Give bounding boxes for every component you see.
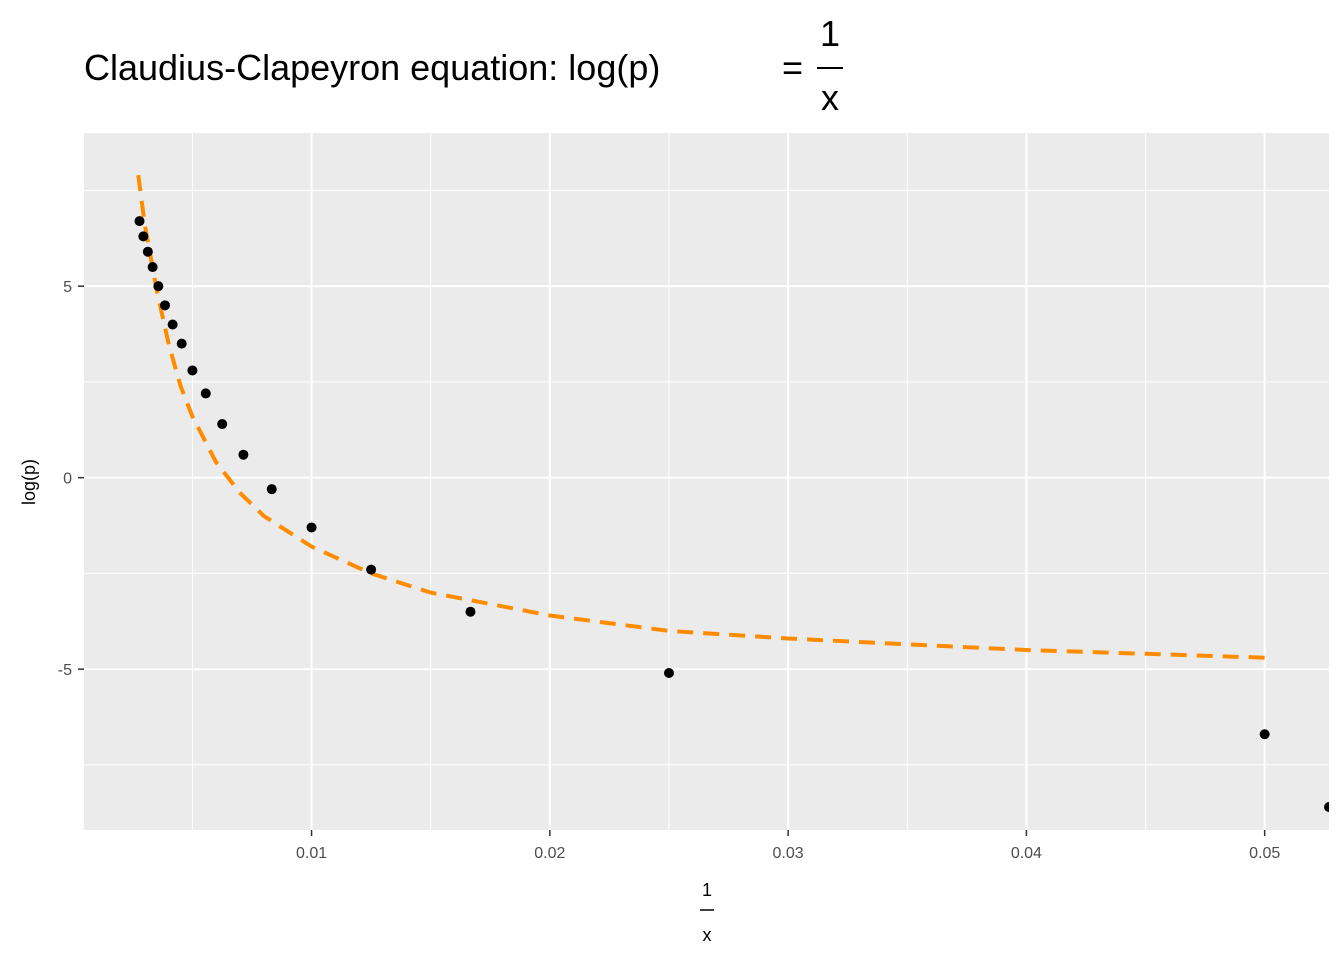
title-equals: = bbox=[782, 47, 803, 88]
grid-major bbox=[84, 133, 1329, 830]
title-prefix: Claudius-Clapeyron equation: log(p) bbox=[84, 47, 660, 88]
data-point bbox=[142, 246, 153, 257]
data-point bbox=[1259, 729, 1270, 740]
data-point bbox=[138, 231, 149, 242]
data-point bbox=[1324, 802, 1329, 813]
data-point bbox=[663, 667, 674, 678]
data-point bbox=[465, 606, 476, 617]
y-tick-label: -5 bbox=[58, 662, 72, 679]
x-tick-label: 0.05 bbox=[1249, 845, 1280, 862]
x-axis-title: 1 x bbox=[700, 880, 714, 945]
data-point bbox=[366, 564, 377, 575]
data-point bbox=[160, 300, 171, 311]
x-tick-label: 0.02 bbox=[534, 845, 565, 862]
x-tick-label: 0.03 bbox=[773, 845, 804, 862]
x-tick-label: 0.01 bbox=[296, 845, 327, 862]
data-point bbox=[217, 419, 228, 430]
x-tick-label: 0.04 bbox=[1011, 845, 1042, 862]
data-point bbox=[238, 449, 249, 460]
series-layer bbox=[134, 174, 1329, 813]
y-tick-label: 5 bbox=[63, 279, 72, 296]
data-point bbox=[134, 216, 145, 227]
plot-panel bbox=[84, 133, 1329, 830]
y-tick-label: 0 bbox=[63, 471, 72, 488]
data-point bbox=[147, 262, 158, 273]
data-point bbox=[153, 281, 164, 292]
data-point bbox=[176, 338, 187, 349]
data-point bbox=[167, 319, 178, 330]
fitted-curve-line bbox=[136, 174, 1265, 660]
y-axis-title: log(p) bbox=[19, 459, 39, 505]
x-axis: 0.01 0.02 0.03 0.04 0.05 bbox=[296, 830, 1280, 862]
title-fraction-denominator: x bbox=[821, 77, 839, 118]
x-axis-title-denominator: x bbox=[703, 925, 712, 945]
title-fraction-numerator: 1 bbox=[820, 13, 840, 54]
data-point bbox=[200, 388, 211, 399]
data-point bbox=[187, 365, 198, 376]
data-point bbox=[306, 522, 317, 533]
x-axis-title-numerator: 1 bbox=[702, 880, 712, 900]
grid-minor bbox=[84, 133, 1329, 830]
y-axis: 5 0 -5 bbox=[58, 279, 84, 679]
data-point bbox=[266, 484, 277, 495]
chart-title: Claudius-Clapeyron equation: log(p) = 1 … bbox=[84, 13, 843, 118]
